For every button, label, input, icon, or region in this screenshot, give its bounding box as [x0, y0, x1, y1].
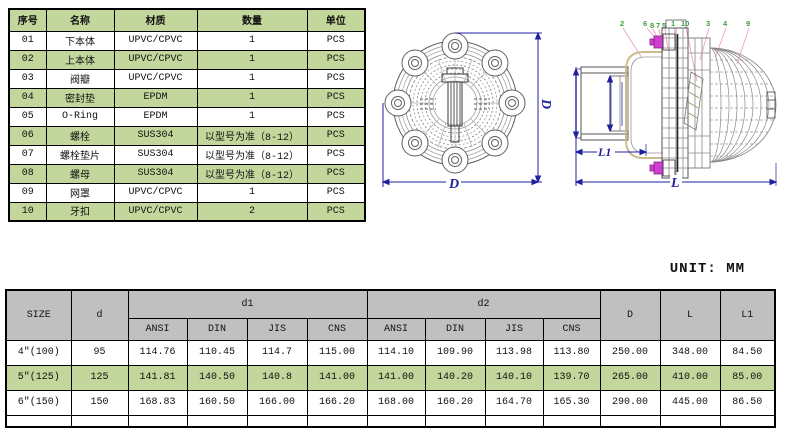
callout-5: 5: [662, 21, 666, 30]
table-row: 01 下本体 UPVC/CPVC 1 PCS: [8, 30, 366, 51]
dim-header-row-1: SIZE d d1 d2 D L L1: [5, 289, 776, 341]
callout-7: 7: [656, 21, 660, 30]
dim-header-d1-ansi: ANSI: [127, 317, 188, 341]
front-view-dim-D-right: D: [538, 98, 552, 109]
label-backing: [670, 175, 682, 189]
part-callouts: 2 6 8 7 5 1 10 3 4 9: [620, 19, 750, 30]
dim-header-D: D: [599, 289, 661, 341]
callout-10: 10: [681, 19, 689, 28]
dim-header-size: SIZE: [5, 289, 72, 341]
table-row: 4″(100) 95 114.76 110.45 114.7 115.00 114.1…: [5, 339, 776, 366]
dim-header-L1: L1: [719, 289, 776, 341]
mesh-dome: [709, 47, 777, 163]
dim-header-d1-cns: CNS: [306, 317, 368, 341]
valve-side-view-drawing: 2 6 8 7 5 1 10 3 4 9: [572, 19, 778, 190]
valve-disc: [683, 71, 704, 131]
dim-header-d1-jis: JIS: [246, 317, 308, 341]
bom-header-name: 名称: [45, 8, 115, 32]
table-row: 10 牙扣 UPVC/CPVC 2 PCS: [8, 201, 366, 222]
table-row: 05 O-Ring EPDM 1 PCS: [8, 106, 366, 127]
callout-3: 3: [706, 19, 710, 28]
bolt-holes: [391, 39, 519, 167]
bom-header-unit: 单位: [306, 8, 366, 32]
callout-1: 1: [671, 19, 675, 28]
valve-front-view-drawing: D D: [381, 31, 552, 192]
valve-neck: [687, 37, 711, 169]
bom-header-index: 序号: [8, 8, 47, 32]
dim-header-d2-group: d2: [366, 289, 601, 319]
table-row: 04 密封垫 EPDM 1 PCS: [8, 87, 366, 108]
pipe-socket: [580, 66, 629, 141]
callout-6: 6: [643, 19, 647, 28]
side-view-dim-L1: L1: [597, 145, 611, 159]
bom-header-row: 序号 名称 材质 数量 单位: [8, 8, 366, 32]
valve-stem: [420, 67, 490, 143]
callout-2: 2: [620, 19, 624, 28]
table-row: 02 上本体 UPVC/CPVC 1 PCS: [8, 49, 366, 70]
bom-header-qty: 数量: [196, 8, 308, 32]
dim-header-L: L: [659, 289, 721, 341]
label-backing: [446, 175, 461, 190]
callout-9: 9: [746, 19, 750, 28]
dim-header-d2-cns: CNS: [542, 317, 601, 341]
table-row-clipped: [5, 414, 776, 428]
callout-4: 4: [723, 19, 728, 28]
dim-header-d2-din: DIN: [424, 317, 486, 341]
front-view-dim-D-bottom: D: [448, 177, 459, 192]
table-row: 03 阀瓣 UPVC/CPVC 1 PCS: [8, 68, 366, 89]
side-view-dim-L: L: [670, 176, 680, 190]
dim-header-d: d: [70, 289, 129, 341]
dim-header-d1-din: DIN: [186, 317, 248, 341]
bolt-fasteners: [649, 33, 676, 177]
callout-8: 8: [650, 21, 654, 30]
dim-header-d2-ansi: ANSI: [366, 317, 426, 341]
table-row: 5″(125) 125 141.81 140.50 140.8 141.00 141.…: [5, 364, 776, 391]
table-row: 09 网罩 UPVC/CPVC 1 PCS: [8, 182, 366, 203]
table-row: 6″(150) 150 168.83 160.50 166.00 166.20 168…: [5, 389, 776, 416]
table-row: 07 螺栓垫片 SUS304 以型号为准（8-12） PCS: [8, 144, 366, 165]
unit-label: UNIT: MM: [669, 261, 745, 277]
table-row: 08 螺母 SUS304 以型号为准（8-12） PCS: [8, 163, 366, 184]
table-row: 06 螺栓 SUS304 以型号为准（8-12） PCS: [8, 125, 366, 146]
bom-header-material: 材质: [113, 8, 198, 32]
bom-table: 序号 名称 材质 数量 单位 01 下本体 UPVC/CPVC 1 PCS 02 上本体 U…: [8, 8, 366, 222]
dimension-table: SIZE d d1 d2 D L L1 ANSI DIN JIS CNS ANS…: [5, 289, 777, 428]
dim-header-d2-jis: JIS: [484, 317, 544, 341]
bolt-lugs: [384, 32, 526, 174]
dimension-lines: [572, 67, 778, 186]
label-backing: [597, 145, 615, 158]
dim-header-row-2: ANSI DIN JIS CNS ANSI DIN JIS CNS: [6, 317, 775, 341]
valve-body-outline: [625, 51, 663, 159]
dim-header-d1-group: d1: [127, 289, 368, 319]
